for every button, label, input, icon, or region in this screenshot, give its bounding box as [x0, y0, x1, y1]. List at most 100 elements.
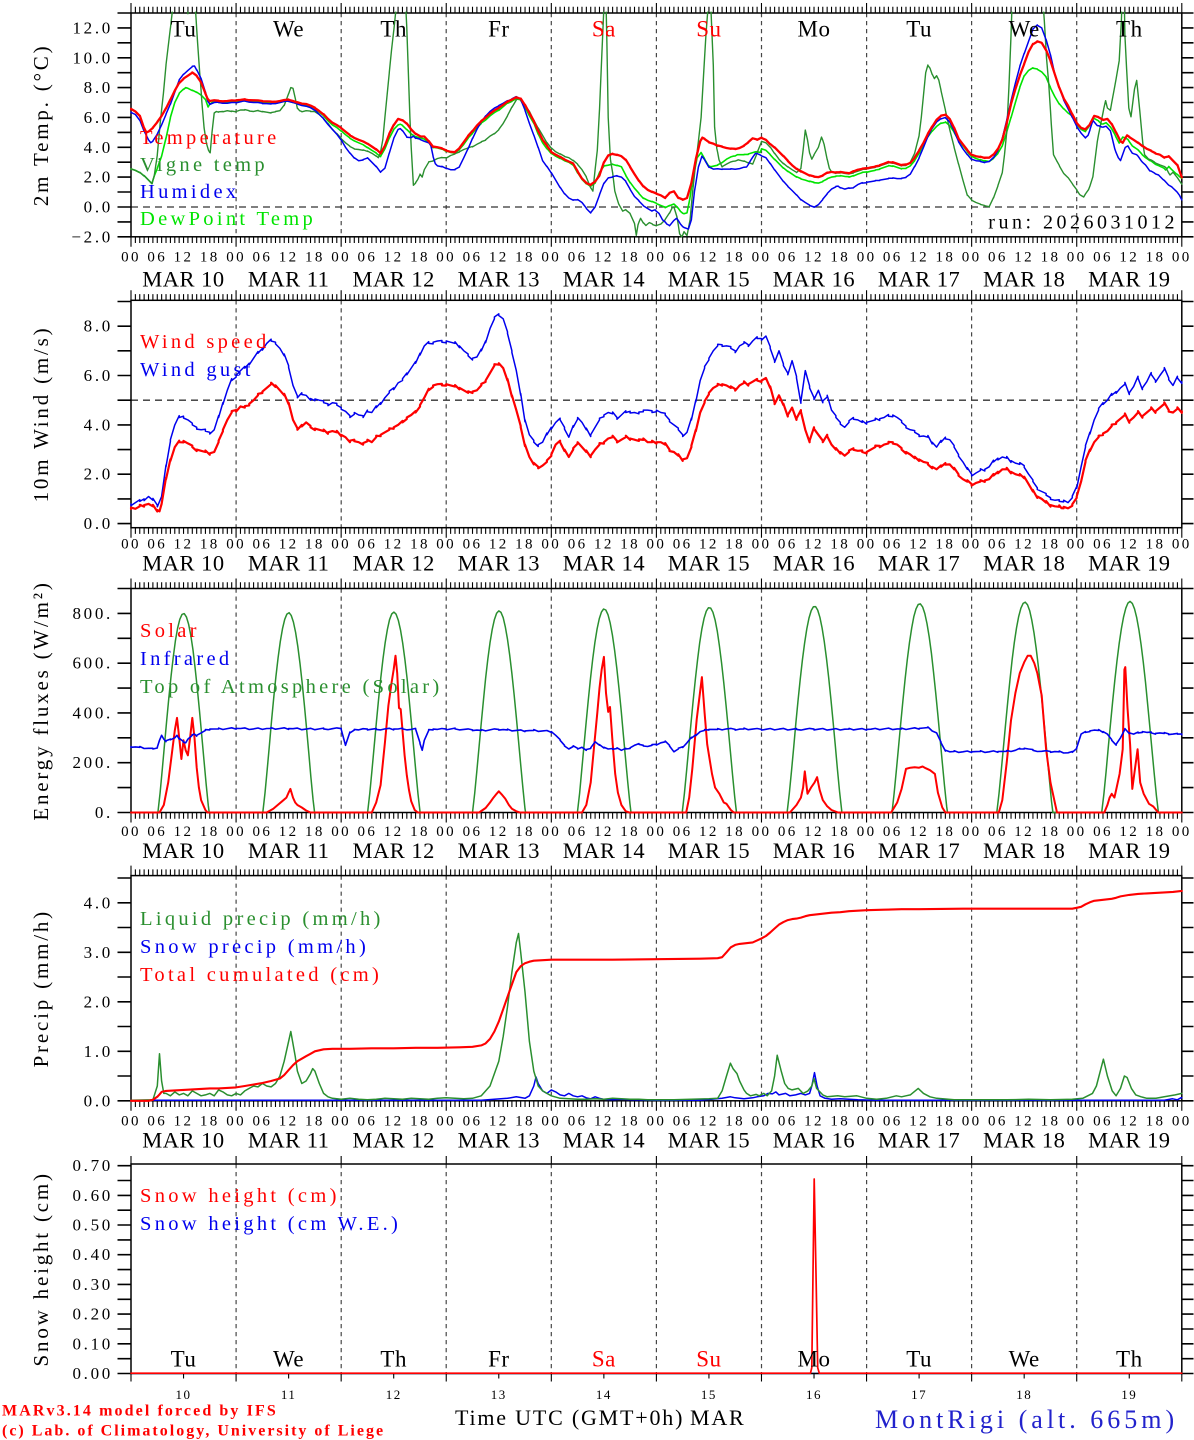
svg-text:18: 18 — [200, 824, 220, 840]
svg-text:12: 12 — [594, 537, 614, 553]
svg-text:06: 06 — [568, 1114, 588, 1130]
svg-text:18: 18 — [305, 250, 325, 266]
svg-text:18: 18 — [1146, 1114, 1166, 1130]
svg-text:06: 06 — [883, 824, 903, 840]
svg-text:12: 12 — [489, 824, 509, 840]
svg-text:MAR: MAR — [690, 1405, 746, 1430]
svg-text:MAR 19: MAR 19 — [1088, 838, 1170, 863]
svg-text:Snow height (cm): Snow height (cm) — [140, 1185, 340, 1207]
svg-text:18: 18 — [725, 537, 745, 553]
svg-text:18: 18 — [725, 824, 745, 840]
svg-text:Top of Atmosphere (Solar): Top of Atmosphere (Solar) — [140, 676, 443, 698]
svg-text:18: 18 — [830, 824, 850, 840]
svg-text:MAR 12: MAR 12 — [353, 838, 435, 863]
svg-text:00: 00 — [541, 1114, 561, 1130]
svg-text:Time UTC (GMT+0h): Time UTC (GMT+0h) — [455, 1405, 684, 1430]
svg-text:12: 12 — [594, 250, 614, 266]
svg-text:4.0: 4.0 — [84, 893, 113, 912]
svg-text:2.0: 2.0 — [84, 465, 113, 484]
svg-text:Liquid precip (mm/h): Liquid precip (mm/h) — [140, 908, 384, 930]
svg-text:MAR 14: MAR 14 — [563, 551, 645, 576]
svg-text:15: 15 — [701, 1387, 717, 1402]
svg-text:MAR 10: MAR 10 — [142, 1128, 224, 1153]
svg-text:00: 00 — [541, 824, 561, 840]
svg-text:12: 12 — [699, 1114, 719, 1130]
svg-text:00: 00 — [752, 250, 772, 266]
svg-text:0.50: 0.50 — [72, 1216, 113, 1235]
svg-text:MAR 17: MAR 17 — [878, 1128, 960, 1153]
svg-text:00: 00 — [226, 250, 246, 266]
svg-text:MAR 11: MAR 11 — [248, 838, 330, 863]
svg-text:00: 00 — [857, 250, 877, 266]
svg-text:10.0: 10.0 — [72, 48, 113, 67]
svg-text:18: 18 — [515, 537, 535, 553]
svg-text:12: 12 — [1014, 824, 1034, 840]
svg-text:0.0: 0.0 — [84, 198, 113, 217]
svg-text:00: 00 — [1067, 537, 1087, 553]
svg-text:06: 06 — [673, 824, 693, 840]
svg-text:12: 12 — [804, 537, 824, 553]
svg-text:12: 12 — [384, 824, 404, 840]
svg-text:0.30: 0.30 — [72, 1275, 113, 1294]
svg-text:Temperature: Temperature — [140, 127, 280, 149]
svg-text:800.: 800. — [72, 604, 113, 623]
svg-text:2.0: 2.0 — [84, 992, 113, 1011]
svg-text:MAR 19: MAR 19 — [1088, 267, 1170, 292]
svg-text:0.0: 0.0 — [84, 1091, 113, 1110]
svg-text:Total cumulated (cm): Total cumulated (cm) — [140, 964, 382, 986]
svg-text:MAR 12: MAR 12 — [353, 267, 435, 292]
svg-text:0.60: 0.60 — [72, 1186, 113, 1205]
svg-text:0.20: 0.20 — [72, 1305, 113, 1324]
svg-text:We: We — [273, 1347, 304, 1372]
svg-text:06: 06 — [252, 537, 272, 553]
svg-text:06: 06 — [147, 537, 167, 553]
svg-text:18: 18 — [1146, 250, 1166, 266]
svg-text:Th: Th — [380, 1347, 407, 1372]
svg-text:18: 18 — [1041, 824, 1061, 840]
svg-text:06: 06 — [463, 537, 483, 553]
svg-text:00: 00 — [226, 1114, 246, 1130]
svg-text:12: 12 — [1119, 824, 1139, 840]
svg-text:MontRigi (alt. 665m): MontRigi (alt. 665m) — [875, 1405, 1178, 1434]
svg-text:Solar: Solar — [140, 620, 200, 642]
svg-text:12: 12 — [279, 1114, 299, 1130]
svg-text:00: 00 — [331, 250, 351, 266]
svg-text:12: 12 — [279, 824, 299, 840]
svg-text:12: 12 — [1014, 537, 1034, 553]
svg-text:MAR 18: MAR 18 — [983, 838, 1065, 863]
svg-text:06: 06 — [357, 250, 377, 266]
svg-text:12: 12 — [699, 537, 719, 553]
svg-text:00: 00 — [646, 1114, 666, 1130]
svg-text:DewPoint Temp: DewPoint Temp — [140, 208, 316, 230]
svg-text:MAR 11: MAR 11 — [248, 267, 330, 292]
svg-text:06: 06 — [147, 824, 167, 840]
svg-text:Vigne temp: Vigne temp — [140, 154, 268, 176]
svg-text:MAR 13: MAR 13 — [458, 267, 540, 292]
svg-text:18: 18 — [620, 537, 640, 553]
svg-text:06: 06 — [357, 1114, 377, 1130]
svg-text:16: 16 — [806, 1387, 822, 1402]
svg-text:12: 12 — [909, 537, 929, 553]
svg-text:Snow precip (mm/h): Snow precip (mm/h) — [140, 936, 369, 958]
svg-text:18: 18 — [935, 537, 955, 553]
svg-text:12: 12 — [174, 250, 194, 266]
svg-text:00: 00 — [646, 824, 666, 840]
svg-text:−2.0: −2.0 — [71, 227, 113, 246]
svg-text:12: 12 — [386, 1387, 402, 1402]
svg-text:06: 06 — [778, 824, 798, 840]
svg-text:Tu: Tu — [171, 1347, 197, 1372]
svg-text:06: 06 — [883, 537, 903, 553]
svg-text:MARv3.14 model forced by IFS: MARv3.14 model forced by IFS — [2, 1403, 278, 1420]
svg-text:00: 00 — [1172, 824, 1192, 840]
svg-text:run: 2026031012: run: 2026031012 — [988, 212, 1178, 234]
svg-text:13: 13 — [491, 1387, 507, 1402]
svg-text:18: 18 — [305, 1114, 325, 1130]
svg-text:00: 00 — [1067, 824, 1087, 840]
svg-text:Th: Th — [1116, 17, 1143, 42]
svg-text:Su: Su — [696, 1347, 721, 1372]
svg-text:00: 00 — [1172, 250, 1192, 266]
svg-text:18: 18 — [410, 824, 430, 840]
svg-text:MAR 13: MAR 13 — [458, 551, 540, 576]
svg-text:00: 00 — [962, 824, 982, 840]
svg-text:Humidex: Humidex — [140, 181, 239, 203]
